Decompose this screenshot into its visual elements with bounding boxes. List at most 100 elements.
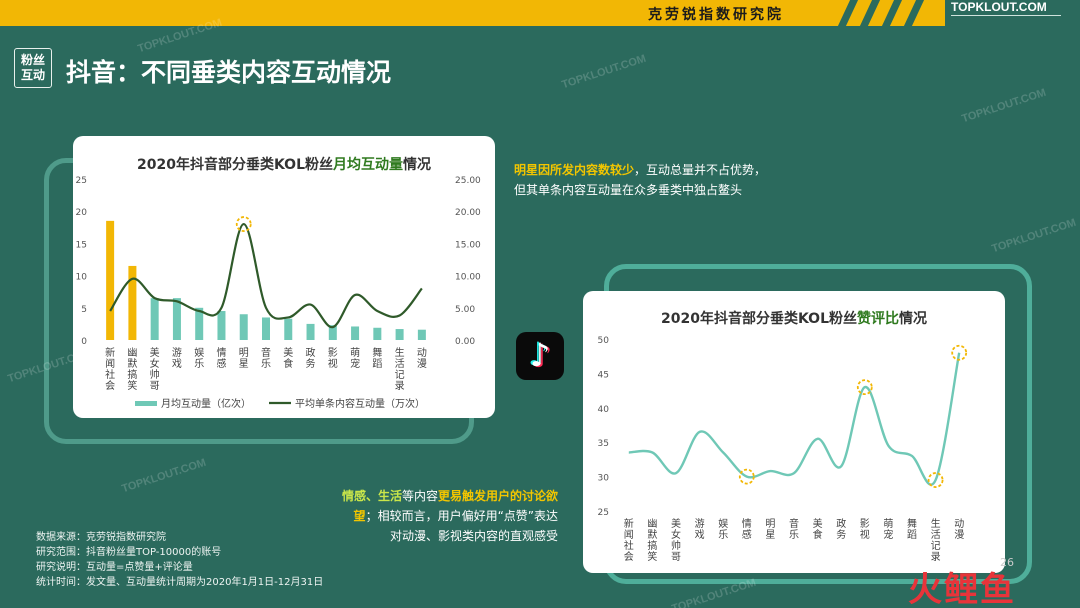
- y-tick: 25: [598, 508, 609, 518]
- bar: [284, 318, 293, 340]
- x-tick-char: 视: [860, 528, 870, 541]
- x-tick-char: 情: [742, 517, 752, 530]
- tiktok-glyph: ♪: [529, 336, 551, 374]
- x-tick-char: 影: [328, 347, 338, 359]
- x-tick-char: 娱: [194, 346, 204, 359]
- x-tick-label: 娱乐: [718, 517, 728, 541]
- highlight-marker: [951, 344, 968, 361]
- source-line: 研究范围：抖音粉丝量TOP-10000的账号: [36, 547, 222, 558]
- x-tick-char: 搞: [647, 539, 657, 552]
- chart-title-part: 情况: [899, 310, 927, 327]
- x-tick-char: 萌: [883, 517, 893, 530]
- bar: [172, 298, 181, 340]
- x-tick-char: 录: [931, 551, 941, 563]
- legend-label-bar: 月均互动量（亿次）: [161, 397, 251, 410]
- chart-title-part: 2020年抖音部分垂类KOL粉丝: [137, 156, 333, 173]
- x-tick-char: 戏: [695, 529, 705, 541]
- note-text: 对动漫、影视类内容的直观感受: [389, 529, 558, 543]
- note-text: 等内容: [401, 489, 438, 503]
- note-highlight: 明星因所发内容数较少: [514, 163, 635, 177]
- x-tick-char: 笑: [647, 550, 657, 563]
- chart-title-part: 月均互动量: [332, 156, 403, 173]
- x-tick-char: 会: [105, 379, 115, 392]
- x-tick-char: 哥: [671, 551, 681, 563]
- x-tick-char: 感: [216, 357, 226, 370]
- bar: [150, 298, 159, 340]
- bar: [106, 220, 115, 340]
- x-tick-char: 视: [328, 357, 338, 370]
- x-tick-char: 幽: [127, 347, 137, 359]
- bar: [373, 327, 382, 340]
- bar: [417, 329, 426, 340]
- chart-title: 2020年抖音部分垂类KOL粉丝赞评比情况: [661, 310, 927, 327]
- x-tick-char: 游: [695, 517, 705, 530]
- brand-logo-box: [945, 0, 1080, 26]
- x-tick-char: 萌: [350, 346, 360, 359]
- x-tick-char: 默: [127, 358, 137, 370]
- x-tick-char: 蹈: [907, 529, 917, 541]
- legend-swatch-bar: [135, 401, 157, 406]
- banner-stripe: [881, 0, 903, 28]
- y-tick: 45: [598, 370, 609, 380]
- x-tick-char: 记: [395, 369, 405, 381]
- x-tick-char: 游: [172, 346, 182, 359]
- x-tick-char: 娱: [718, 517, 728, 530]
- watermark: TOPKLOUT.COM: [990, 216, 1078, 256]
- x-tick-char: 情: [216, 346, 226, 359]
- x-tick-char: 务: [306, 357, 316, 370]
- x-tick-char: 宠: [883, 528, 893, 541]
- x-tick-label: 动漫: [954, 518, 964, 541]
- note-text: ，互动总量并不占优势，: [634, 163, 767, 177]
- chart-title-part: 情况: [403, 156, 431, 173]
- x-tick-char: 明: [765, 518, 775, 530]
- bar: [351, 326, 360, 340]
- x-tick-label: 明星: [765, 518, 775, 541]
- badge-line: 粉丝: [20, 53, 45, 67]
- x-tick-label: 萌宠: [350, 346, 360, 370]
- interaction-volume-chart: 2020年抖音部分垂类KOL粉丝月均互动量情况 0 5 10 15 20 25 0.00 5.0…: [73, 136, 495, 418]
- highlight-marker: [856, 379, 873, 396]
- topklout-logo: TOPKLOUT.COM: [951, 0, 1047, 14]
- note-highlight: 情感、生活: [341, 489, 402, 503]
- x-tick-char: 社: [624, 539, 634, 552]
- x-tick-label: 音乐: [261, 346, 271, 370]
- bar: [306, 323, 315, 340]
- x-tick-char: 音: [789, 517, 799, 530]
- x-tick-char: 闻: [624, 528, 634, 541]
- x-tick-char: 新: [624, 517, 634, 530]
- x-tick-char: 搞: [127, 368, 137, 381]
- banner-stripe: [859, 0, 881, 28]
- note-highlight: 更易触发用户的讨论欲望: [353, 489, 558, 523]
- x-tick-char: 音: [261, 346, 271, 359]
- x-tick-char: 明: [239, 347, 249, 359]
- bar: [328, 325, 337, 340]
- x-tick-char: 幽: [647, 518, 657, 530]
- y-tick-right: 25.00: [455, 176, 481, 186]
- x-tick-char: 生: [395, 346, 405, 359]
- x-tick-char: 宠: [350, 357, 360, 370]
- y-tick: 50: [598, 336, 610, 346]
- x-tick-char: 星: [765, 529, 775, 541]
- note-text: 但其单条内容互动量在众多垂类中独占鳌头: [514, 183, 743, 197]
- banner-stripes: [820, 0, 940, 28]
- x-tick-char: 动: [417, 347, 427, 359]
- page-number: 26: [1000, 556, 1014, 569]
- x-tick-label: 政务: [836, 517, 846, 541]
- x-tick-char: 美: [283, 346, 293, 359]
- y-tick-right: 20.00: [455, 208, 481, 218]
- x-tick-label: 娱乐: [194, 346, 204, 370]
- banner-stripe: [837, 0, 859, 28]
- like-comment-ratio-chart: 2020年抖音部分垂类KOL粉丝赞评比情况 25 30 35 40 45 50 新闻社会 幽默搞…: [583, 291, 1005, 573]
- x-tick-char: 政: [306, 346, 316, 359]
- chart-title: 2020年抖音部分垂类KOL粉丝月均互动量情况: [137, 156, 431, 173]
- x-tick-char: 乐: [789, 529, 799, 541]
- x-tick-char: 默: [647, 529, 657, 541]
- x-tick-label: 影视: [328, 347, 338, 370]
- bar: [195, 307, 204, 340]
